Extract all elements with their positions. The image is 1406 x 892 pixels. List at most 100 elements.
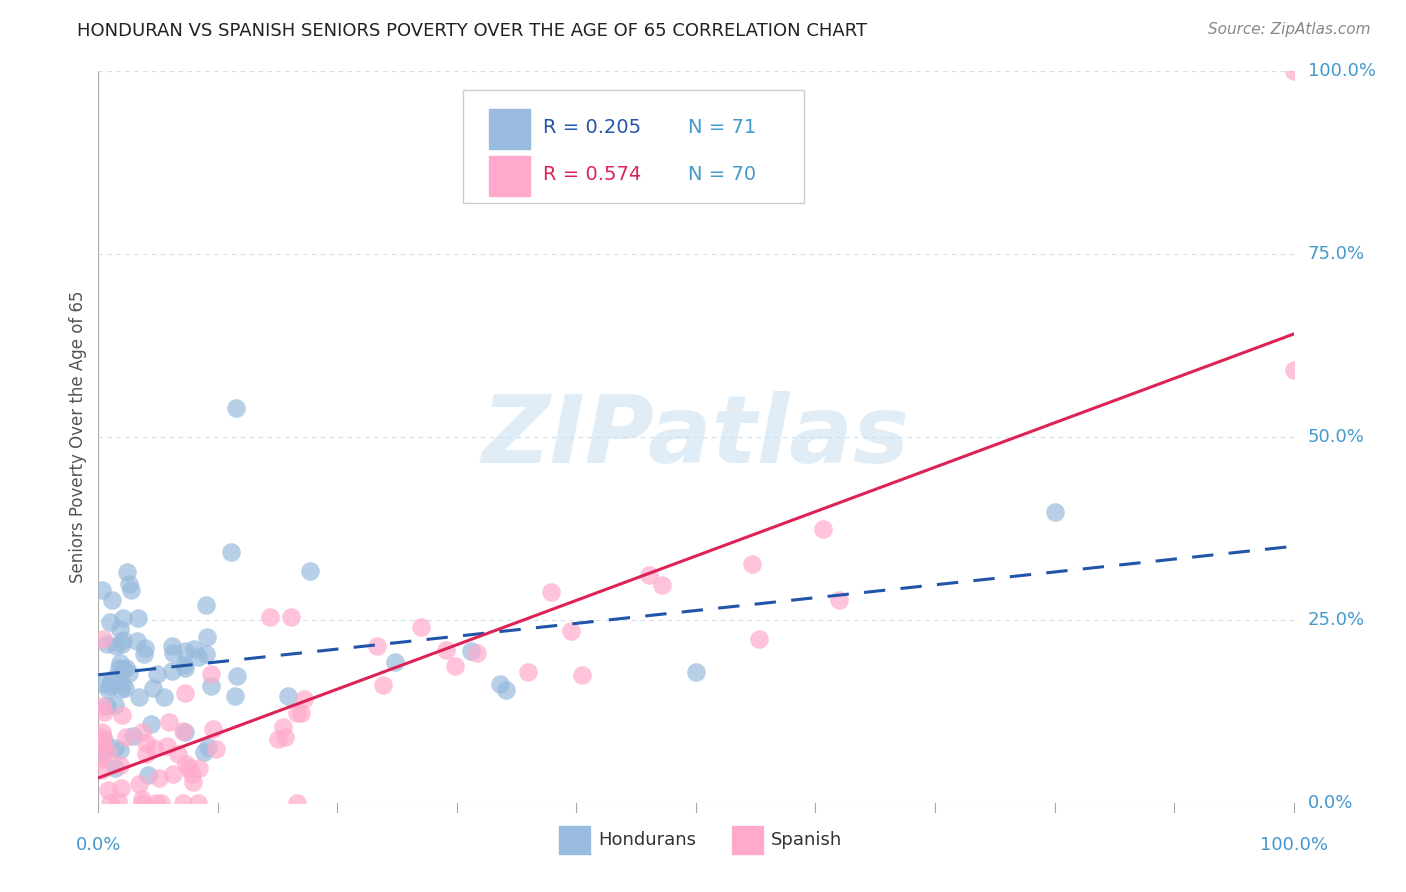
Point [115, 661, 138, 675]
Point [96, 637, 118, 651]
Point [173, 658, 195, 673]
Point [128, 777, 150, 791]
Text: ZIPatlas: ZIPatlas [482, 391, 910, 483]
Point [201, 723, 224, 737]
Point [685, 665, 707, 680]
Point [98, 679, 121, 693]
Point [114, 681, 136, 695]
Point [91, 764, 114, 778]
Point [741, 558, 763, 572]
Point [101, 593, 124, 607]
Point [131, 724, 153, 739]
Point [193, 745, 215, 759]
Point [173, 644, 195, 658]
Text: 0.0%: 0.0% [76, 836, 121, 854]
Point [108, 622, 131, 636]
Point [118, 666, 141, 681]
Point [93, 732, 115, 747]
Point [162, 766, 184, 780]
Point [1282, 363, 1305, 377]
Bar [489, 109, 530, 149]
Point [188, 761, 211, 775]
Point [225, 669, 247, 683]
Point [434, 643, 457, 657]
Point [91, 735, 114, 749]
Point [132, 647, 155, 661]
Point [516, 665, 538, 679]
Point [277, 689, 299, 703]
Point [157, 715, 180, 730]
Point [444, 659, 467, 673]
Point [91, 747, 114, 762]
Point [97, 681, 120, 696]
Point [173, 686, 195, 700]
Text: Hondurans: Hondurans [598, 831, 696, 849]
Point [162, 646, 184, 660]
Point [110, 758, 132, 772]
Point [91, 632, 114, 646]
Point [571, 667, 593, 681]
Point [91, 583, 114, 598]
Text: 75.0%: 75.0% [1308, 245, 1365, 263]
Point [135, 747, 157, 761]
Text: R = 0.574: R = 0.574 [543, 165, 641, 184]
Point [104, 741, 127, 756]
Point [115, 731, 138, 745]
Point [104, 639, 127, 653]
Text: 100.0%: 100.0% [1260, 836, 1327, 854]
Point [97, 782, 120, 797]
Point [267, 731, 290, 746]
Point [197, 739, 219, 754]
Point [183, 642, 205, 657]
Point [143, 741, 166, 756]
Point [194, 598, 217, 612]
Point [204, 741, 226, 756]
Point [366, 640, 388, 654]
Point [111, 676, 134, 690]
Point [160, 639, 183, 653]
Point [139, 716, 162, 731]
FancyBboxPatch shape [463, 90, 804, 203]
Text: N = 70: N = 70 [688, 165, 756, 184]
Text: 0.0%: 0.0% [1308, 794, 1353, 812]
Point [179, 761, 201, 775]
Point [98, 615, 121, 629]
Text: 25.0%: 25.0% [1308, 611, 1365, 629]
Point [127, 610, 149, 624]
Point [112, 662, 135, 676]
Point [100, 674, 122, 689]
Point [748, 632, 770, 647]
Point [172, 724, 194, 739]
Point [813, 522, 835, 536]
Point [194, 647, 217, 661]
Text: 50.0%: 50.0% [1308, 428, 1365, 446]
Point [91, 736, 114, 750]
Point [118, 577, 141, 591]
Point [91, 725, 114, 739]
Point [173, 725, 195, 739]
Point [93, 737, 115, 751]
Point [108, 661, 131, 675]
Point [128, 690, 150, 705]
Point [125, 633, 148, 648]
Point [111, 707, 134, 722]
Point [259, 610, 281, 624]
Point [274, 730, 297, 744]
Point [96, 746, 118, 760]
Text: N = 71: N = 71 [688, 118, 756, 136]
Point [181, 775, 204, 789]
Point [638, 567, 661, 582]
Point [111, 636, 134, 650]
Point [181, 767, 204, 781]
Point [299, 564, 322, 578]
Point [93, 705, 115, 719]
Point [219, 545, 242, 559]
Point [560, 624, 582, 638]
Point [152, 690, 174, 704]
Point [142, 681, 165, 696]
Point [131, 796, 153, 810]
Point [174, 756, 197, 771]
Point [280, 610, 302, 624]
Point [98, 796, 121, 810]
Point [285, 706, 308, 720]
